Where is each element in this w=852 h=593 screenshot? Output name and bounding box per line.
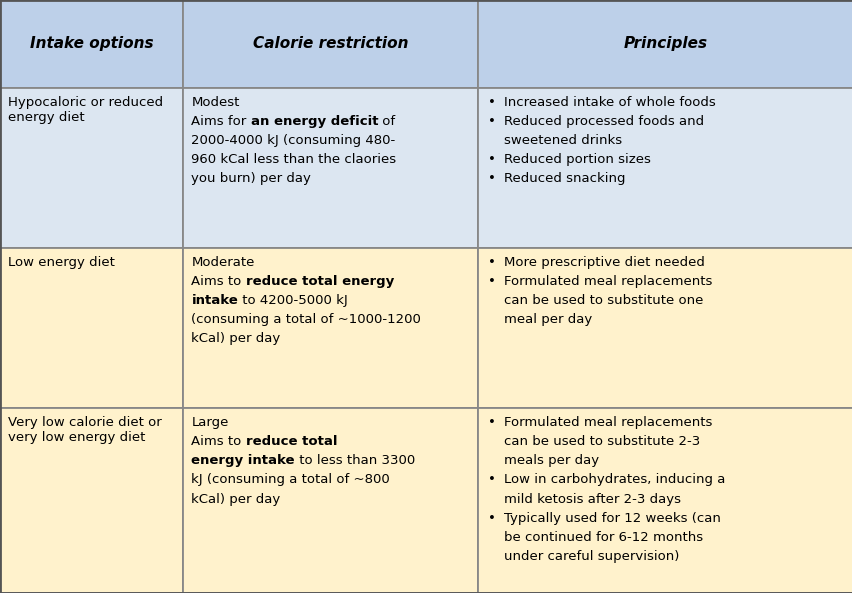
Text: Aims for: Aims for: [191, 115, 250, 128]
Bar: [477, 0, 852, 88]
Text: Aims to: Aims to: [191, 435, 245, 448]
Text: kCal) per day: kCal) per day: [191, 333, 280, 345]
Text: reduce total energy: reduce total energy: [245, 275, 394, 288]
Bar: [0, 88, 183, 248]
Text: Increased intake of whole foods: Increased intake of whole foods: [503, 95, 715, 109]
Text: Moderate: Moderate: [191, 256, 255, 269]
Bar: [0, 408, 183, 593]
Text: sweetened drinks: sweetened drinks: [503, 134, 621, 147]
Text: Low energy diet: Low energy diet: [8, 256, 115, 269]
Bar: [477, 88, 852, 248]
Text: Calorie restriction: Calorie restriction: [252, 36, 408, 52]
Text: Low in carbohydrates, inducing a: Low in carbohydrates, inducing a: [503, 473, 724, 486]
Text: Reduced portion sizes: Reduced portion sizes: [503, 153, 649, 166]
Text: Aims to: Aims to: [191, 275, 245, 288]
Bar: [477, 248, 852, 408]
Text: to 4200-5000 kJ: to 4200-5000 kJ: [238, 294, 348, 307]
Text: Reduced processed foods and: Reduced processed foods and: [503, 115, 703, 128]
Text: an energy deficit: an energy deficit: [250, 115, 378, 128]
Text: •: •: [487, 275, 495, 288]
Text: Formulated meal replacements: Formulated meal replacements: [503, 275, 711, 288]
Text: •: •: [487, 95, 495, 109]
Bar: [183, 248, 477, 408]
Text: to less than 3300: to less than 3300: [295, 454, 415, 467]
Text: meals per day: meals per day: [503, 454, 598, 467]
Bar: [183, 0, 477, 88]
Text: Reduced snacking: Reduced snacking: [503, 173, 625, 185]
Text: intake: intake: [191, 294, 238, 307]
Text: mild ketosis after 2-3 days: mild ketosis after 2-3 days: [503, 493, 680, 505]
Text: Modest: Modest: [191, 95, 239, 109]
Text: •: •: [487, 173, 495, 185]
Bar: [477, 408, 852, 593]
Text: Very low calorie diet or
very low energy diet: Very low calorie diet or very low energy…: [8, 416, 162, 444]
Text: be continued for 6-12 months: be continued for 6-12 months: [503, 531, 702, 544]
Text: Typically used for 12 weeks (can: Typically used for 12 weeks (can: [503, 512, 720, 525]
Text: kCal) per day: kCal) per day: [191, 493, 280, 505]
Text: 960 kCal less than the claories: 960 kCal less than the claories: [191, 153, 396, 166]
Text: Intake options: Intake options: [30, 36, 153, 52]
Text: •: •: [487, 115, 495, 128]
Text: •: •: [487, 153, 495, 166]
Bar: [183, 408, 477, 593]
Bar: [183, 88, 477, 248]
Text: •: •: [487, 416, 495, 429]
Text: •: •: [487, 256, 495, 269]
Text: Hypocaloric or reduced
energy diet: Hypocaloric or reduced energy diet: [8, 95, 163, 124]
Bar: [0, 248, 183, 408]
Text: energy intake: energy intake: [191, 454, 295, 467]
Text: Large: Large: [191, 416, 228, 429]
Text: can be used to substitute 2-3: can be used to substitute 2-3: [503, 435, 699, 448]
Text: reduce total: reduce total: [245, 435, 337, 448]
Text: Principles: Principles: [623, 36, 706, 52]
Text: Formulated meal replacements: Formulated meal replacements: [503, 416, 711, 429]
Text: More prescriptive diet needed: More prescriptive diet needed: [503, 256, 704, 269]
Bar: [0, 0, 183, 88]
Text: (consuming a total of ~1000-1200: (consuming a total of ~1000-1200: [191, 313, 421, 326]
Text: •: •: [487, 512, 495, 525]
Text: •: •: [487, 473, 495, 486]
Text: kJ (consuming a total of ~800: kJ (consuming a total of ~800: [191, 473, 389, 486]
Text: of: of: [378, 115, 395, 128]
Text: you burn) per day: you burn) per day: [191, 173, 311, 185]
Text: under careful supervision): under careful supervision): [503, 550, 678, 563]
Text: can be used to substitute one: can be used to substitute one: [503, 294, 702, 307]
Text: 2000-4000 kJ (consuming 480-: 2000-4000 kJ (consuming 480-: [191, 134, 395, 147]
Text: meal per day: meal per day: [503, 313, 591, 326]
